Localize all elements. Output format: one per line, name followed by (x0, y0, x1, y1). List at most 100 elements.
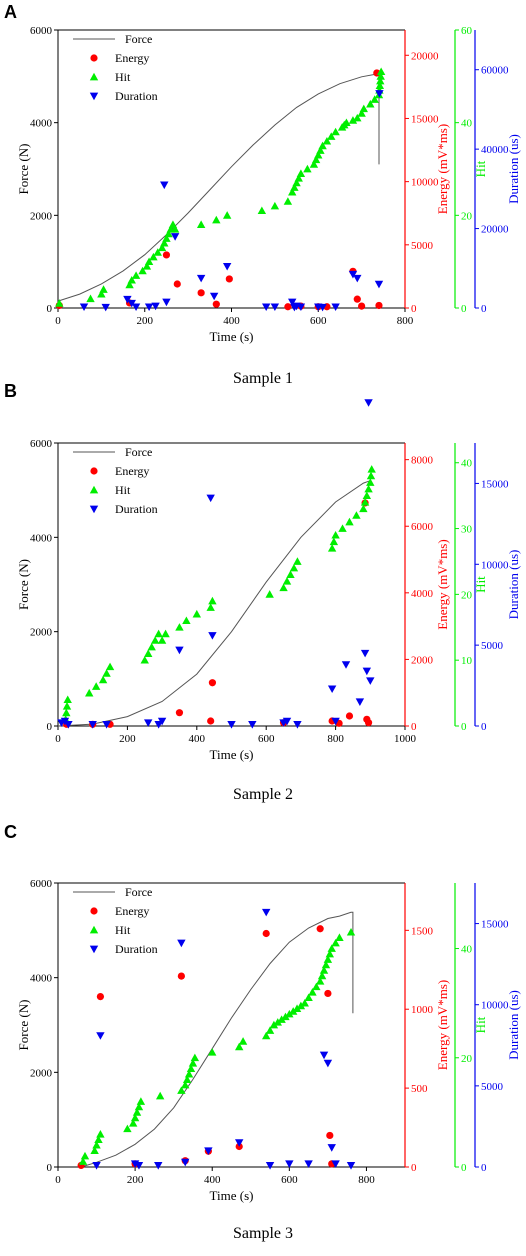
hit-point (315, 977, 325, 985)
hit-point (376, 72, 385, 80)
hit-point (318, 141, 327, 150)
energy-tick-label: 6000 (411, 521, 434, 533)
duration-point (293, 721, 302, 729)
hit-point (142, 262, 152, 270)
hit-point (212, 215, 221, 224)
hit-point (105, 662, 115, 671)
hit-point (78, 1157, 88, 1165)
hit-point (85, 688, 94, 697)
hit-point (366, 99, 375, 108)
series-hit (61, 465, 376, 723)
energy-axis-label: Energy (mV*ms) (435, 124, 450, 214)
hit-point (292, 1004, 302, 1012)
duration-tick-label: 10000 (481, 559, 509, 571)
duration-axis-label: Duration (us) (506, 134, 521, 204)
force-tick-label: 2000 (30, 627, 53, 639)
series-hit (55, 67, 386, 307)
legend-hit-swatch (89, 925, 99, 934)
energy-point (326, 1131, 334, 1140)
duration-point (331, 1160, 340, 1168)
duration-point (353, 274, 362, 283)
hit-point (279, 583, 288, 592)
duration-point (375, 90, 384, 98)
hit-point (97, 289, 106, 298)
series-force (57, 480, 371, 727)
x-tick-label: 400 (223, 315, 240, 327)
panel-label: C (4, 822, 17, 842)
duration-point (222, 262, 232, 271)
hit-point (160, 238, 169, 247)
force-tick-label: 4000 (30, 532, 53, 544)
duration-point (144, 303, 154, 312)
legend: Force Energy Hit Duration (73, 445, 158, 516)
duration-axis-label: Duration (us) (506, 550, 521, 620)
hit-point (270, 201, 280, 210)
hit-tick-label: 0 (461, 1162, 467, 1174)
hit-point (80, 1151, 90, 1160)
series-energy (55, 69, 383, 311)
legend-hit-label: Hit (115, 70, 131, 84)
duration-point (151, 302, 160, 311)
hit-point (208, 596, 217, 605)
duration-point (175, 646, 184, 655)
energy-tick-label: 0 (411, 1162, 417, 1174)
duration-point (304, 1160, 313, 1168)
duration-tick-label: 15000 (481, 919, 509, 931)
panel-label: A (4, 2, 17, 22)
hit-point (296, 1001, 306, 1010)
hit-point (102, 669, 111, 677)
x-tick-label: 400 (204, 1174, 221, 1186)
x-tick-label: 200 (137, 315, 154, 327)
duration-tick-label: 10000 (481, 1000, 509, 1012)
hit-point (316, 146, 325, 154)
series-force (57, 72, 380, 302)
hit-point (99, 285, 108, 293)
hit-point (314, 150, 323, 159)
duration-point (366, 677, 375, 685)
duration-point (196, 274, 206, 283)
duration-point (348, 270, 358, 279)
duration-point (248, 721, 257, 729)
duration-axis-label: Duration (us) (506, 990, 521, 1060)
hit-point (288, 187, 297, 196)
energy-tick-label: 1000 (411, 1004, 434, 1016)
hit-point (296, 169, 306, 177)
energy-tick-label: 5000 (411, 240, 434, 252)
duration-point (318, 303, 327, 312)
energy-point (345, 712, 354, 720)
duration-point (170, 233, 180, 241)
x-tick-label: 600 (310, 315, 327, 327)
hit-point (329, 537, 339, 546)
panel-caption: Sample 1 (233, 370, 293, 387)
hit-point (277, 1015, 286, 1023)
legend-hit-swatch (89, 485, 99, 494)
hit-point (62, 708, 71, 717)
hit-tick-label: 40 (461, 458, 473, 470)
force-tick-label: 6000 (30, 25, 53, 37)
hit-point (376, 76, 385, 85)
legend-energy-label: Energy (115, 51, 149, 65)
duration-tick-label: 0 (481, 303, 487, 315)
hit-point (353, 113, 362, 122)
x-tick-label: 800 (358, 1174, 375, 1186)
hit-tick-label: 10 (461, 655, 473, 667)
hit-point (269, 1020, 279, 1029)
hit-point (208, 1048, 217, 1056)
duration-point (327, 685, 337, 694)
x-axis-label: Time (s) (210, 329, 254, 344)
force-axis-label: Force (N) (16, 1000, 31, 1051)
x-tick-label: 200 (119, 733, 136, 745)
energy-tick-label: 1500 (411, 925, 434, 937)
hit-point (184, 1069, 194, 1078)
hit-tick-label: 0 (461, 721, 467, 733)
series-duration (92, 908, 356, 1170)
duration-point (96, 1032, 105, 1040)
duration-point (364, 399, 373, 407)
duration-tick-label: 40000 (481, 144, 509, 156)
hit-point (335, 933, 344, 941)
duration-tick-label: 60000 (481, 65, 509, 77)
duration-tick-label: 15000 (481, 478, 509, 490)
hit-point (235, 1042, 244, 1051)
